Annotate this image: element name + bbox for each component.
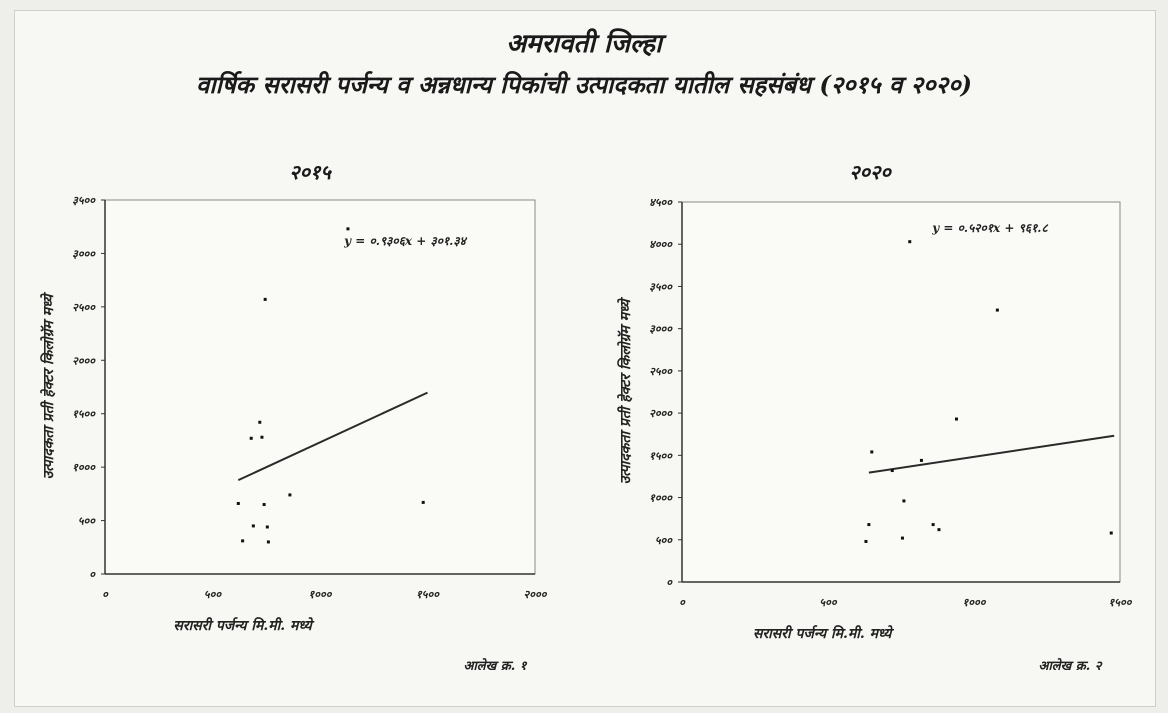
plot-area	[104, 199, 536, 575]
y-tick-label: ४५००	[649, 196, 673, 209]
data-point	[260, 435, 264, 439]
x-axis-label: सरासरी पर्जन्य मि.मी. मध्ये	[173, 617, 314, 634]
x-tick-label: १०००	[309, 588, 333, 601]
x-tick-label: ०	[679, 596, 686, 609]
data-point	[1109, 531, 1113, 535]
x-tick-label: १५००	[1109, 596, 1133, 609]
trend-equation: y = ०.५२०१x + ९६१.८	[931, 221, 1048, 235]
trend-equation: y = ०.९३०६x + ३०१.३४	[343, 234, 467, 248]
y-tick-label: ४०००	[649, 238, 673, 251]
data-point	[900, 536, 904, 540]
x-tick-label: ५००	[204, 588, 222, 601]
data-point	[937, 528, 941, 532]
data-point	[864, 539, 868, 543]
x-axis-label: सरासरी पर्जन्य मि.मी. मध्ये	[753, 625, 894, 642]
data-point	[908, 240, 912, 244]
y-tick-label: ०	[666, 576, 673, 589]
data-point	[346, 227, 350, 231]
chart-title-2020: २०२०	[849, 160, 891, 184]
scatter-chart-2020: ० ५०० १००० १५०० २००० २५०० ३००० ३५०० ४००० ४५०० ० ५००…	[617, 196, 1133, 674]
trend-line	[868, 434, 1115, 474]
data-point	[236, 501, 240, 505]
x-tick-label: २०००	[524, 588, 548, 601]
y-axis-label: उत्पादकता प्रती हेक्टर किलोग्रॅम मध्ये	[617, 297, 634, 485]
y-tick-label: १०००	[649, 492, 673, 505]
chart-caption: आलेख क्र. १	[463, 658, 527, 670]
data-point	[265, 525, 269, 529]
data-point	[890, 469, 894, 473]
data-point	[919, 458, 923, 462]
data-point	[288, 493, 292, 497]
y-tick-label: ५००	[78, 515, 96, 528]
y-tick-label: २०००	[649, 407, 673, 420]
data-point	[867, 523, 871, 527]
y-tick-label: २५००	[649, 365, 673, 378]
data-point	[954, 417, 958, 421]
data-point	[870, 450, 874, 454]
trend-line	[237, 391, 428, 482]
x-tick-label: ०	[102, 588, 109, 601]
y-tick-label: ३५००	[72, 194, 96, 207]
data-point	[902, 499, 906, 503]
data-point	[251, 524, 255, 528]
data-point	[421, 500, 425, 504]
data-point	[262, 503, 266, 507]
y-tick-label: २०००	[72, 354, 96, 367]
data-point	[249, 436, 253, 440]
scatter-chart-2015: ० ५०० १००० १५०० २००० २५०० ३००० ३५०० ० ५०० १००० १५००…	[40, 194, 548, 674]
y-axis-label: उत्पादकता प्रती हेक्टर किलोग्रॅम मध्ये	[40, 292, 57, 480]
data-point	[931, 523, 935, 527]
y-tick-label: १०००	[72, 461, 96, 474]
y-tick-label: ३०००	[72, 247, 96, 260]
chart-main-title: अमरावती जिल्हा	[506, 29, 662, 59]
y-tick-label: ३५००	[649, 280, 673, 293]
chart-panel-2015: २०१५ ० ५०० १००० १५०० २००० २५०० ३००० ३५०० ० ५०० १००…	[30, 150, 590, 674]
y-tick-label: ५००	[655, 534, 673, 547]
chart-title-2015: २०१५	[289, 160, 331, 184]
data-point	[263, 297, 267, 301]
plot-area	[681, 201, 1121, 583]
data-point	[266, 540, 270, 544]
y-tick-label: १५००	[72, 408, 96, 421]
chart-caption: आलेख क्र. २	[1038, 658, 1102, 670]
x-tick-label: १०००	[963, 596, 987, 609]
y-tick-label: ३०००	[649, 323, 673, 336]
data-point	[995, 308, 999, 312]
y-tick-label: २५००	[72, 301, 96, 314]
chart-subtitle: वार्षिक सरासरी पर्जन्य व अन्नधान्य पिकां…	[196, 70, 972, 99]
y-tick-label: १५००	[649, 449, 673, 462]
x-tick-label: १५००	[416, 588, 440, 601]
y-tick-label: ०	[89, 568, 96, 581]
data-point	[241, 539, 245, 543]
data-point	[258, 420, 262, 424]
chart-panel-2020: २०२० ० ५०० १००० १५०० २००० २५०० ३००० ३५०० ४००० ४५०…	[600, 150, 1150, 674]
x-tick-label: ५००	[819, 596, 837, 609]
